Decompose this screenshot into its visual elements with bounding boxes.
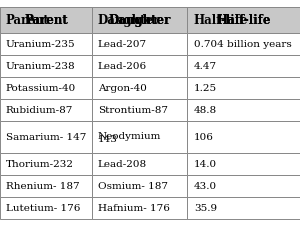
Bar — [187, 56, 300, 78]
Bar — [0, 100, 92, 121]
Text: 48.8: 48.8 — [194, 106, 217, 115]
Bar — [0, 8, 92, 34]
Text: 143: 143 — [98, 134, 118, 143]
Text: Daughter: Daughter — [108, 15, 171, 27]
Bar — [92, 34, 187, 56]
Text: Parent: Parent — [24, 15, 68, 27]
Text: Strontium-87: Strontium-87 — [98, 106, 168, 115]
Text: Parent: Parent — [24, 15, 68, 27]
Bar — [92, 153, 187, 175]
Text: Argon-40: Argon-40 — [98, 84, 147, 93]
Text: Daughter: Daughter — [108, 15, 171, 27]
Text: Rubidium-87: Rubidium-87 — [5, 106, 73, 115]
Text: 106: 106 — [194, 133, 214, 142]
Text: Osmium- 187: Osmium- 187 — [98, 182, 168, 191]
Bar — [187, 34, 300, 56]
Bar — [187, 100, 300, 121]
Text: Potassium-40: Potassium-40 — [5, 84, 76, 93]
Bar — [92, 175, 187, 197]
Bar — [187, 8, 300, 34]
Bar — [0, 175, 92, 197]
Bar — [0, 153, 92, 175]
Bar — [0, 78, 92, 100]
Bar — [92, 100, 187, 121]
Text: Hafnium- 176: Hafnium- 176 — [98, 204, 169, 212]
Bar — [92, 197, 187, 219]
Text: Lead-207: Lead-207 — [98, 40, 147, 49]
Text: 1.25: 1.25 — [194, 84, 217, 93]
Text: Rhenium- 187: Rhenium- 187 — [5, 182, 79, 191]
Bar — [0, 8, 92, 34]
Text: Thorium-232: Thorium-232 — [5, 160, 74, 169]
Text: 14.0: 14.0 — [194, 160, 217, 169]
Text: Lead-206: Lead-206 — [98, 62, 147, 71]
Bar — [187, 121, 300, 153]
Text: Daughter: Daughter — [98, 15, 160, 27]
Bar — [187, 197, 300, 219]
Text: 35.9: 35.9 — [194, 204, 217, 212]
Text: Half-life: Half-life — [216, 15, 271, 27]
Bar — [92, 8, 187, 34]
Text: Parent: Parent — [5, 15, 49, 27]
Bar — [0, 197, 92, 219]
Text: 43.0: 43.0 — [194, 182, 217, 191]
Bar — [92, 121, 187, 153]
Bar — [92, 78, 187, 100]
Text: Half-life: Half-life — [216, 15, 271, 27]
Text: Lutetium- 176: Lutetium- 176 — [5, 204, 80, 212]
Bar — [0, 56, 92, 78]
Bar — [0, 8, 92, 34]
Bar — [187, 175, 300, 197]
Text: Uranium-238: Uranium-238 — [5, 62, 75, 71]
Text: Neodymium: Neodymium — [98, 131, 161, 141]
Bar — [92, 8, 187, 34]
Text: Half-life: Half-life — [194, 15, 248, 27]
Text: 0.704 billion years: 0.704 billion years — [194, 40, 292, 49]
Bar — [0, 121, 92, 153]
Bar — [187, 78, 300, 100]
Text: Samarium- 147: Samarium- 147 — [5, 133, 86, 142]
Bar — [187, 8, 300, 34]
Bar — [92, 56, 187, 78]
Text: Uranium-235: Uranium-235 — [5, 40, 75, 49]
Bar — [187, 8, 300, 34]
Text: Lead-208: Lead-208 — [98, 160, 147, 169]
Text: 4.47: 4.47 — [194, 62, 217, 71]
Bar — [92, 8, 187, 34]
Bar — [187, 153, 300, 175]
Bar — [0, 34, 92, 56]
